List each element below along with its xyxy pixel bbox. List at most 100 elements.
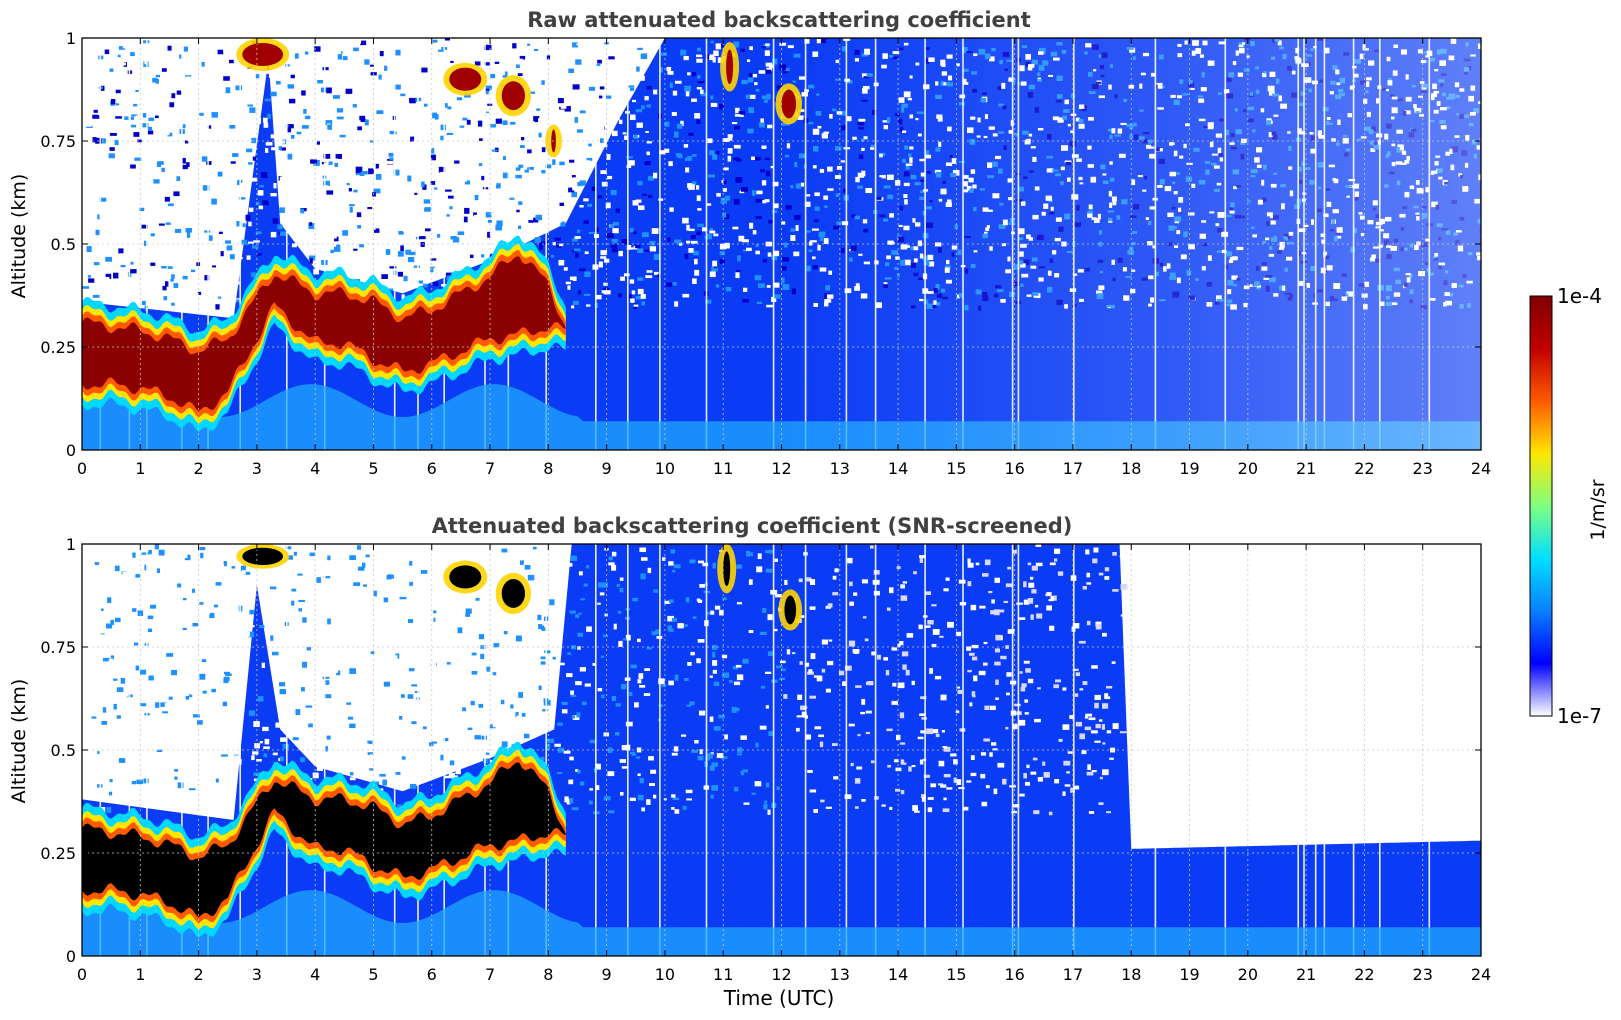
gridlines xyxy=(82,38,1481,450)
x-tick-label: 1 xyxy=(135,965,145,984)
data-gap-streak xyxy=(484,38,486,450)
data-gap-streak xyxy=(99,544,102,956)
x-tick-label: 24 xyxy=(1471,459,1491,478)
x-tick-label: 10 xyxy=(655,459,675,478)
x-tick-label: 9 xyxy=(602,965,612,984)
elevated-layer xyxy=(242,42,284,67)
x-tick-label: 11 xyxy=(713,459,733,478)
x-tick-label: 2 xyxy=(193,965,203,984)
data-gap-streak xyxy=(239,544,241,956)
panel2-xlabel: Time (UTC) xyxy=(723,986,835,1010)
colorbar-gradient xyxy=(1529,295,1553,717)
y-tick-label: 1 xyxy=(66,535,76,554)
x-tick-label: 22 xyxy=(1354,965,1374,984)
data-gap-streak xyxy=(659,38,661,450)
elevated-layer xyxy=(501,579,526,608)
x-tick-label: 0 xyxy=(77,459,87,478)
x-tick-label: 21 xyxy=(1296,965,1316,984)
y-tick-label: 0.25 xyxy=(40,338,76,357)
data-gap-streak xyxy=(181,38,183,450)
x-tick-label: 15 xyxy=(946,965,966,984)
x-tick-label: 16 xyxy=(1004,965,1024,984)
data-gap-streak xyxy=(1314,544,1317,956)
x-tick-label: 19 xyxy=(1179,965,1199,984)
elevated-layer xyxy=(723,551,731,587)
x-axis: 0 1 2 3 4 5 6 7 8 9 10 11 12 13 14 15 16 17 18 19 20 21 22 23 24 xyxy=(77,544,1491,984)
x-tick-label: 14 xyxy=(888,459,908,478)
x-tick-label: 23 xyxy=(1413,965,1433,984)
x-tick-label: 1 xyxy=(135,459,145,478)
x-tick-label: 18 xyxy=(1121,459,1141,478)
data-gap-streak xyxy=(286,38,288,450)
colorbar: 1e-4 1e-7 1/m/sr xyxy=(1529,284,1609,728)
y-tick-label: 0.25 xyxy=(40,844,76,863)
data-gap-streak xyxy=(393,544,396,956)
data-gap-streak xyxy=(128,38,131,450)
x-tick-label: 14 xyxy=(888,965,908,984)
x-tick-label: 4 xyxy=(310,965,320,984)
data-gap-streak xyxy=(659,544,661,956)
data-gap-streak xyxy=(1379,544,1381,956)
y-tick-label: 1 xyxy=(66,29,76,48)
x-tick-label: 23 xyxy=(1413,459,1433,478)
x-tick-label: 2 xyxy=(193,459,203,478)
data-gap-streak xyxy=(545,544,547,956)
x-tick-label: 12 xyxy=(771,965,791,984)
speckle-texture xyxy=(84,544,1128,817)
y-tick-label: 0 xyxy=(66,441,76,460)
x-tick-label: 12 xyxy=(771,459,791,478)
x-tick-label: 7 xyxy=(485,459,495,478)
x-tick-label: 6 xyxy=(427,459,437,478)
x-tick-label: 11 xyxy=(713,965,733,984)
x-tick-label: 0 xyxy=(77,965,87,984)
data-gap-streak xyxy=(181,544,183,956)
data-gap-streak xyxy=(484,544,486,956)
data-gap-streak xyxy=(845,544,848,956)
panel1-plot: 0 1 2 3 4 5 6 7 8 9 10 11 12 13 14 15 16 17 18 19 20 21 22 23 24… xyxy=(40,29,1491,478)
elevated-layer xyxy=(449,67,482,91)
data-gap-streak xyxy=(1224,544,1227,956)
data-gap-streak xyxy=(1323,544,1326,956)
x-tick-label: 13 xyxy=(830,459,850,478)
elevated-layer xyxy=(784,595,797,625)
y-tick-label: 0.5 xyxy=(51,741,76,760)
x-tick-label: 5 xyxy=(368,459,378,478)
y-axis: 0 0.25 0.5 0.75 1 xyxy=(40,29,1481,460)
data-gap-streak xyxy=(804,544,807,956)
panel2-title: Attenuated backscattering coefficient (S… xyxy=(432,514,1073,538)
colorbar-min-label: 1e-7 xyxy=(1557,704,1602,728)
gridlines xyxy=(82,544,1481,956)
raw-backscatter-panel: Raw attenuated backscattering coefficien… xyxy=(8,8,1491,478)
elevated-layer xyxy=(242,547,284,566)
elevated-layer xyxy=(449,565,482,589)
x-tick-label: 13 xyxy=(830,965,850,984)
data-gap-streak xyxy=(239,38,241,450)
data-gap-streak xyxy=(323,544,326,956)
boundary-layer-band-3 xyxy=(82,762,566,918)
y-tick-label: 0 xyxy=(66,947,76,966)
data-gap-streak xyxy=(595,38,597,450)
y-tick-label: 0.75 xyxy=(40,638,76,657)
panel2-ylabel: Altitude (km) xyxy=(8,679,30,804)
panel2-plot: 0 1 2 3 4 5 6 7 8 9 10 11 12 13 14 15 16 17 18 19 20 21 22 23 24… xyxy=(40,535,1491,984)
x-tick-label: 3 xyxy=(252,459,262,478)
x-tick-label: 8 xyxy=(543,965,553,984)
x-tick-label: 8 xyxy=(543,459,553,478)
data-gap-streak xyxy=(705,544,708,956)
data-gap-streak xyxy=(146,544,148,956)
data-gap-streak xyxy=(595,544,597,956)
panel1-title: Raw attenuated backscattering coefficien… xyxy=(527,8,1031,32)
x-tick-label: 10 xyxy=(655,965,675,984)
data-gap-streak xyxy=(146,38,148,450)
x-tick-label: 16 xyxy=(1004,459,1024,478)
y-tick-label: 0.75 xyxy=(40,132,76,151)
data-gap-streak xyxy=(924,544,926,956)
y-tick-label: 0.5 xyxy=(51,235,76,254)
x-tick-label: 20 xyxy=(1238,459,1258,478)
screened-backscatter-panel: Attenuated backscattering coefficient (S… xyxy=(8,514,1491,1010)
x-tick-label: 7 xyxy=(485,965,495,984)
x-tick-label: 17 xyxy=(1063,459,1083,478)
x-tick-label: 9 xyxy=(602,459,612,478)
data-gap-streak xyxy=(443,38,445,450)
x-tick-label: 15 xyxy=(946,459,966,478)
